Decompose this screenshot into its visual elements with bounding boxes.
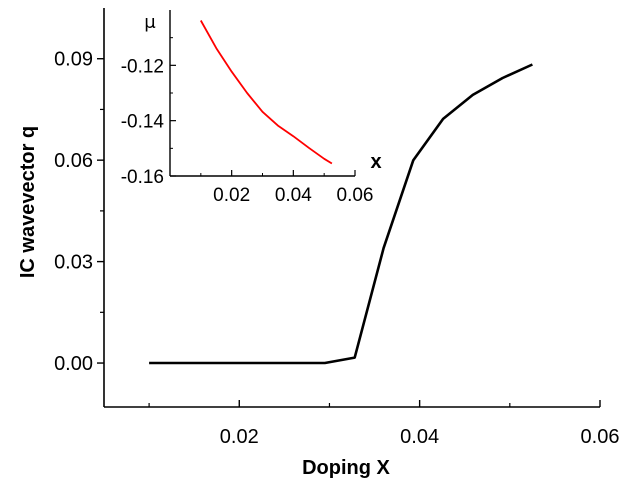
main-y-tick-label: 0.03	[54, 252, 93, 274]
main-y-tick-label: 0.06	[54, 150, 93, 172]
main-x-tick-label: 0.02	[220, 426, 259, 448]
main-x-axis-title: Doping X	[302, 457, 390, 478]
main-x-tick-label: 0.04	[400, 426, 439, 448]
inset-plot: 0.02 0.04 0.06 -0.16 -0.14 -0.12 x μ	[121, 10, 382, 206]
main-x-tick-label: 0.06	[581, 426, 620, 448]
inset-y-tick-label: -0.12	[121, 56, 164, 77]
inset-x-axis-title: x	[370, 151, 381, 173]
inset-y-axis-title: μ	[144, 12, 156, 33]
main-y-tick-label: 0.09	[54, 49, 93, 71]
main-y-tick-label: 0.00	[54, 353, 93, 375]
inset-x-tick-label: 0.06	[337, 185, 374, 206]
inset-y-tick-label: -0.16	[121, 167, 164, 188]
inset-x-tick-label: 0.04	[275, 185, 312, 206]
inset-background	[170, 10, 360, 178]
main-series-line	[149, 63, 533, 365]
main-y-axis-title: IC wavevector q	[17, 126, 39, 278]
inset-y-tick-label: -0.14	[121, 112, 165, 133]
main-plot: 0.02 0.04 0.06 0.00 0.03 0.06 0.09 Doping X IC…	[17, 8, 619, 478]
inset-x-tick-label: 0.02	[213, 185, 250, 206]
inset-series-line	[200, 20, 333, 165]
